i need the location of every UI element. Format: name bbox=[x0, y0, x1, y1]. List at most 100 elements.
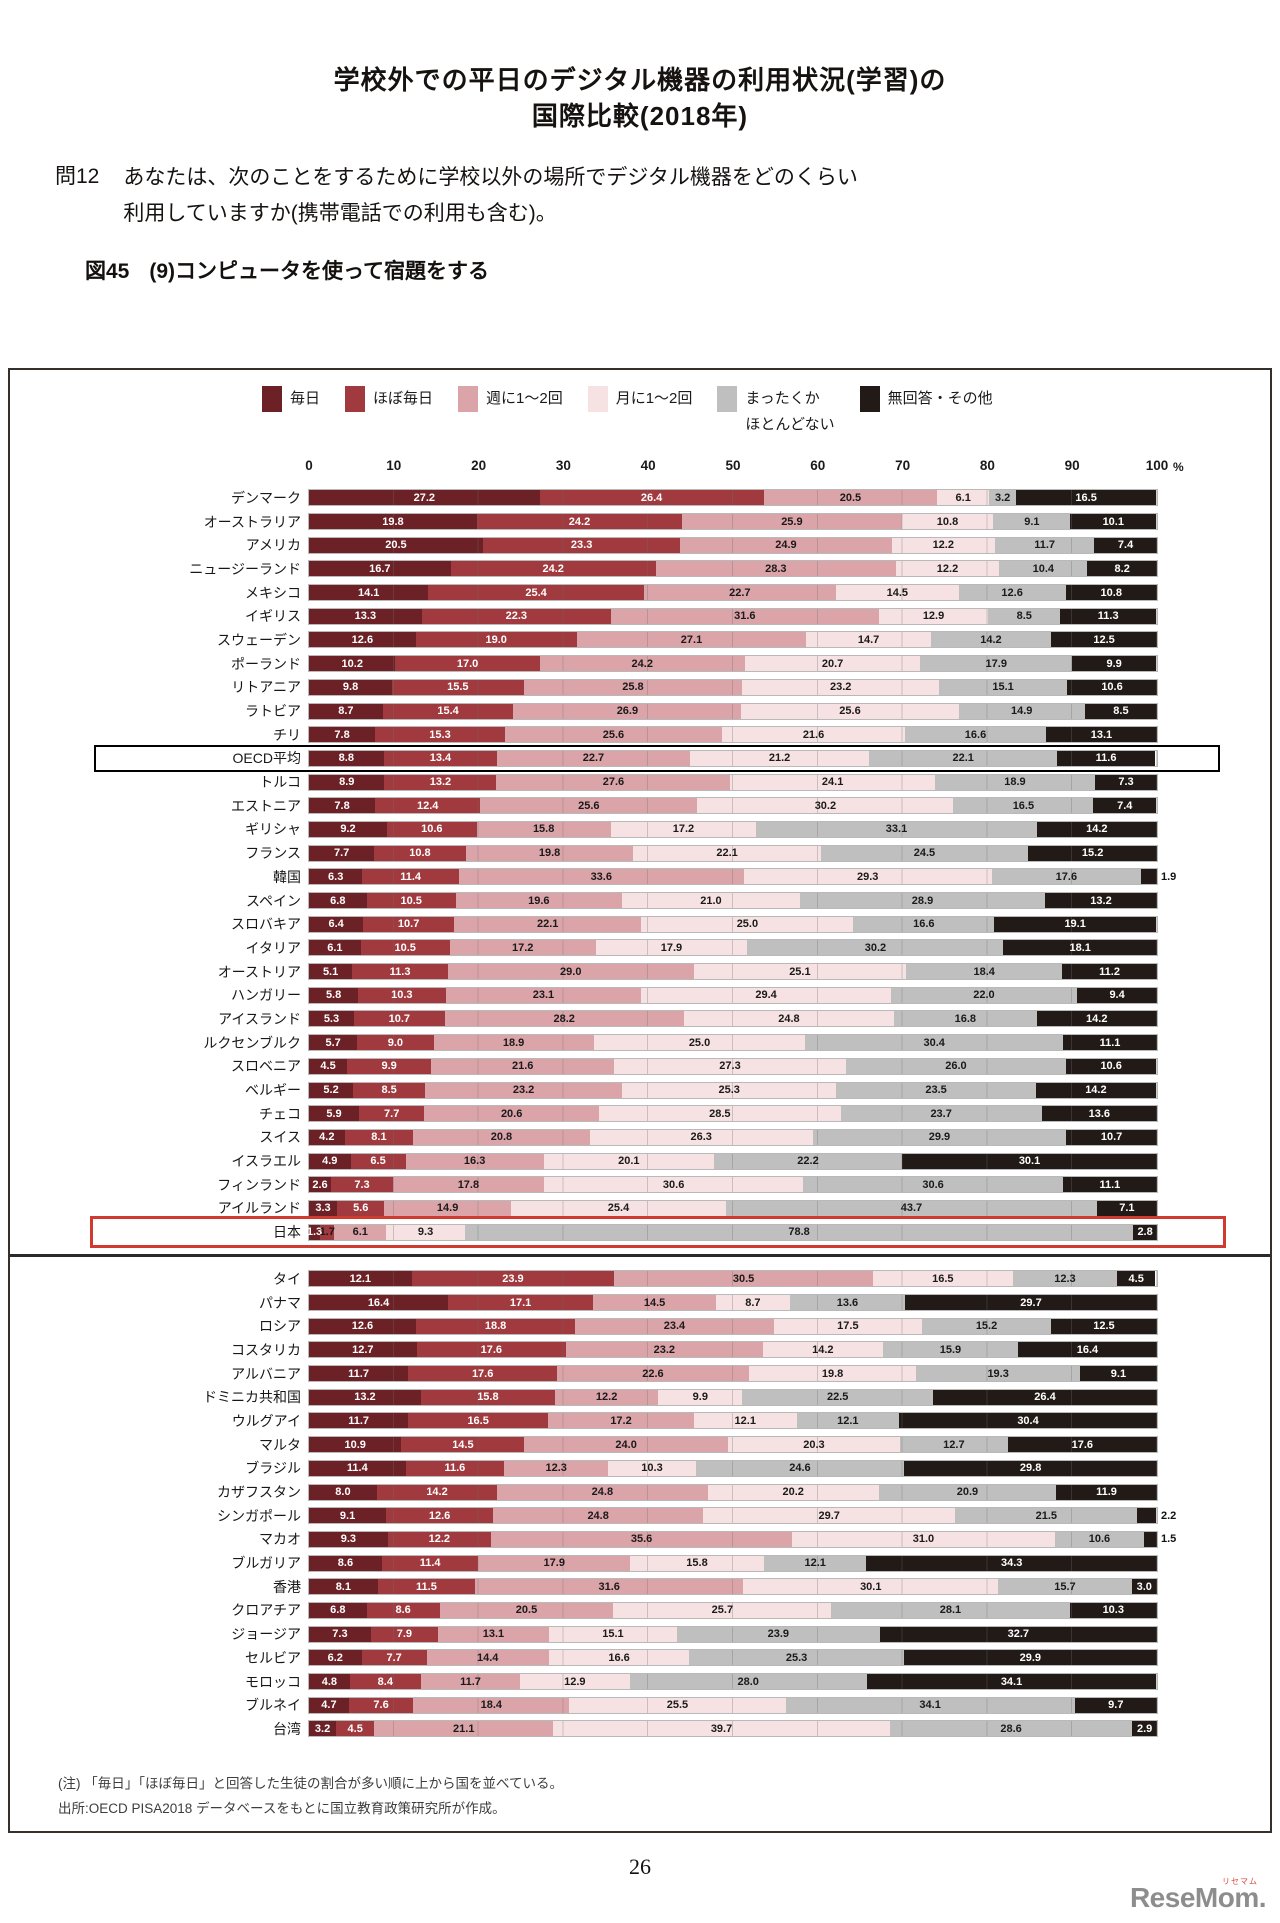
bar-segment: 11.1 bbox=[1062, 1035, 1157, 1051]
bar-segment: 28.0 bbox=[629, 1674, 867, 1690]
chart-row: シンガポール 9.1 12.6 24.8 29.7 21.5 2.2 bbox=[10, 1504, 1270, 1528]
x-axis-tick: 40 bbox=[640, 458, 656, 473]
bar-value-label: 7.9 bbox=[396, 1628, 413, 1641]
bar-value-label: 25.1 bbox=[789, 965, 811, 978]
bar-value-label: 16.6 bbox=[608, 1651, 630, 1664]
bar-value-label: 10.6 bbox=[1088, 1533, 1111, 1546]
chart-row: ラトビア 8.7 15.4 26.9 25.6 14.9 8.5 bbox=[10, 699, 1270, 723]
bar-segment: 15.7 bbox=[998, 1579, 1132, 1595]
bar-value-label: 12.5 bbox=[1093, 633, 1115, 646]
bar-segment: 13.4 bbox=[383, 750, 498, 766]
bar-segment: 24.5 bbox=[820, 845, 1029, 861]
bar-value-label: 4.9 bbox=[322, 1155, 338, 1168]
bar-segment: 7.8 bbox=[309, 798, 376, 814]
bar-segment: 14.9 bbox=[384, 1200, 511, 1216]
bar-track: 5.3 10.7 28.2 24.8 16.8 14.2 bbox=[308, 1010, 1158, 1028]
bar-segment: 30.6 bbox=[543, 1177, 804, 1193]
country-label: クロアチア bbox=[231, 1602, 301, 1619]
bar-segment: 4.5 bbox=[309, 1058, 348, 1074]
bar-segment: 23.7 bbox=[840, 1106, 1042, 1122]
bar-segment: 11.6 bbox=[405, 1460, 505, 1476]
chart-row: チリ 7.8 15.3 25.6 21.6 16.6 13.1 bbox=[10, 723, 1270, 747]
country-label: タイ bbox=[273, 1270, 301, 1287]
chart-row: スロバキア 6.4 10.7 22.1 25.0 16.6 19.1 bbox=[10, 912, 1270, 936]
bar-track: 4.8 8.4 11.7 12.9 28.0 34.1 bbox=[308, 1673, 1158, 1691]
chart-row: フィンランド 2.6 7.3 17.8 30.6 30.6 11.1 bbox=[10, 1173, 1270, 1197]
country-label: エストニア bbox=[231, 797, 301, 814]
bar-segment: 23.2 bbox=[565, 1342, 763, 1358]
country-label: ルクセンブルク bbox=[203, 1034, 301, 1051]
bar-value-label: 15.8 bbox=[532, 823, 555, 836]
bar-value-label: 1.7 bbox=[319, 1226, 335, 1239]
chart-row: オーストリア 5.1 11.3 29.0 25.1 18.4 11.2 bbox=[10, 960, 1270, 984]
bar-segment: 18.4 bbox=[413, 1697, 570, 1713]
chart-row: パナマ 16.4 17.1 14.5 8.7 13.6 29.7 bbox=[10, 1291, 1270, 1315]
bar-value-label: 16.5 bbox=[1075, 491, 1097, 504]
bar-segment: 14.5 bbox=[593, 1295, 717, 1311]
bar-segment: 8.7 bbox=[716, 1295, 790, 1311]
bar-value-label: 5.9 bbox=[326, 1107, 342, 1120]
bar-segment: 14.1 bbox=[309, 585, 429, 601]
bar-segment: 12.5 bbox=[1051, 632, 1158, 648]
country-label: メキシコ bbox=[245, 584, 301, 601]
bar-value-label: 10.1 bbox=[1102, 515, 1124, 528]
legend-swatch bbox=[587, 386, 608, 412]
bar-value-label: 19.8 bbox=[821, 1367, 844, 1380]
country-label: オーストラリア bbox=[203, 513, 301, 530]
bar-value-label: 24.2 bbox=[631, 657, 653, 670]
bar-segment: 20.5 bbox=[439, 1602, 614, 1618]
bar-value-label: 8.5 bbox=[381, 1084, 397, 1097]
bar-value-label: 15.2 bbox=[1081, 847, 1104, 860]
bar-segment: 11.3 bbox=[1060, 608, 1157, 624]
bar-value-label: 15.5 bbox=[447, 681, 469, 694]
bar-value-label: 12.1 bbox=[837, 1414, 859, 1427]
bar-value-label: 10.3 bbox=[391, 989, 413, 1002]
bar-value-label: 17.2 bbox=[672, 823, 695, 836]
bar-segment: 21.6 bbox=[431, 1058, 615, 1074]
bar-value-label: 28.3 bbox=[765, 562, 787, 575]
bar-segment: 10.4 bbox=[999, 561, 1088, 577]
chart-row: 韓国 6.3 11.4 33.6 29.3 17.6 1.9 bbox=[10, 865, 1270, 889]
country-label: 日本 bbox=[273, 1224, 301, 1241]
bar-segment: 2.8 bbox=[1133, 1224, 1157, 1240]
bar-value-label: 27.2 bbox=[413, 491, 436, 504]
bar-segment: 13.1 bbox=[1045, 727, 1157, 743]
bar-segment: 17.0 bbox=[395, 656, 540, 672]
bar-value-label: 4.5 bbox=[320, 1060, 336, 1073]
bar-track: 9.1 12.6 24.8 29.7 21.5 bbox=[308, 1507, 1158, 1525]
bar-value-label: 14.2 bbox=[980, 633, 1002, 646]
bar-track: 5.1 11.3 29.0 25.1 18.4 11.2 bbox=[308, 963, 1158, 981]
bar-segment: 24.8 bbox=[497, 1484, 708, 1500]
bar-value-label: 10.6 bbox=[1101, 681, 1123, 694]
bar-value-label: 7.3 bbox=[332, 1628, 348, 1641]
bar-value-label: 6.1 bbox=[327, 941, 343, 954]
bar-value-label: 22.3 bbox=[505, 610, 528, 623]
bar-value-label: 9.0 bbox=[387, 1036, 404, 1049]
bar-segment: 8.9 bbox=[309, 774, 385, 790]
bar-segment: 20.6 bbox=[424, 1106, 599, 1122]
bar-segment: 20.9 bbox=[878, 1484, 1057, 1500]
bar-segment: 30.1 bbox=[743, 1579, 999, 1595]
bar-value-label: 30.1 bbox=[860, 1580, 882, 1593]
bar-value-label: 8.7 bbox=[745, 1296, 761, 1309]
bar-segment: 20.2 bbox=[707, 1484, 879, 1500]
bar-value-label: 23.2 bbox=[653, 1343, 675, 1356]
bar-value-label: 16.5 bbox=[932, 1272, 954, 1285]
bar-segment: 6.8 bbox=[309, 893, 367, 909]
chart-frame: 毎日 ほぼ毎日 週に1～2回 月に1～2回 まったくか ほとんどない 無回答・その他 0 1… bbox=[8, 368, 1272, 1833]
bar-value-label: 3.2 bbox=[314, 1722, 331, 1735]
bar-track: 13.3 22.3 31.6 12.9 8.5 11.3 bbox=[308, 607, 1158, 625]
chart-row: ドミニカ共和国 13.2 15.8 12.2 9.9 22.5 26.4 bbox=[10, 1385, 1270, 1409]
bar-segment: 19.6 bbox=[455, 893, 622, 909]
country-label: フランス bbox=[245, 845, 301, 862]
country-label: スペイン bbox=[245, 892, 301, 909]
bar-segment: 28.3 bbox=[655, 561, 896, 577]
bar-value-label: 16.4 bbox=[367, 1296, 390, 1309]
bar-value-label: 29.4 bbox=[755, 989, 777, 1002]
bar-value-label: 20.2 bbox=[782, 1486, 804, 1499]
bar-value-label: 19.8 bbox=[382, 515, 404, 528]
bar-value-label: 9.1 bbox=[1110, 1367, 1127, 1380]
bar-value-label: 24.8 bbox=[587, 1509, 609, 1522]
x-axis-tick: 100 bbox=[1145, 458, 1169, 473]
bar-value-label: 11.3 bbox=[1097, 610, 1119, 623]
